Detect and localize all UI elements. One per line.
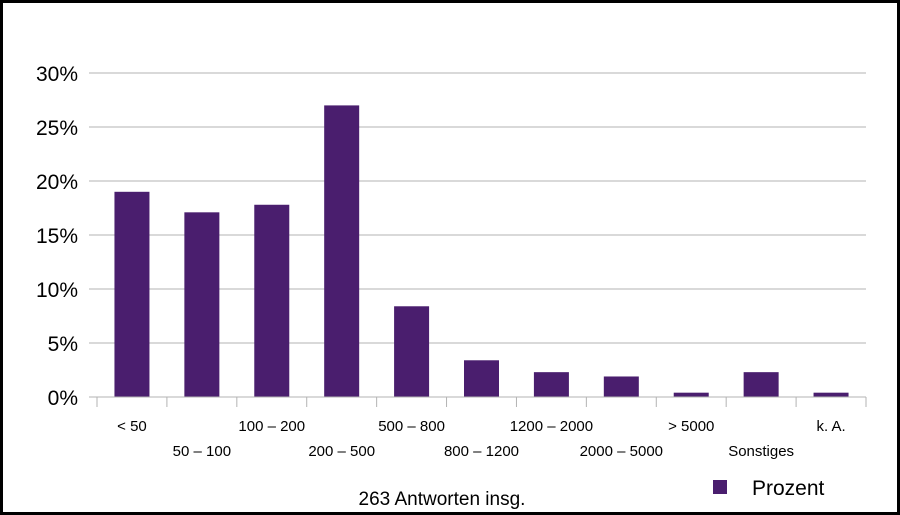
y-tick-label: 30% (36, 63, 78, 86)
x-tick-label: 1200 – 2000 (510, 418, 593, 435)
legend-label: Prozent (752, 477, 825, 500)
y-tick-label: 20% (36, 171, 78, 194)
y-tick-label: 25% (36, 117, 78, 140)
y-tick-label: 0% (48, 387, 78, 410)
x-tick-label: 50 – 100 (173, 443, 231, 460)
x-tick-label: 800 – 1200 (444, 443, 519, 460)
bar (603, 376, 639, 397)
x-tick-label: k. A. (816, 418, 845, 435)
y-tick-label: 5% (48, 333, 78, 356)
bar (254, 204, 290, 397)
bar (813, 392, 849, 397)
legend-swatch (713, 480, 727, 494)
bar (324, 105, 360, 398)
x-tick-label: < 50 (117, 418, 147, 435)
legend: Prozent (713, 477, 825, 500)
x-tick-label: 100 – 200 (238, 418, 305, 435)
x-axis-label: 263 Antworten insg. (359, 489, 526, 510)
x-tick-label: Sonstiges (728, 443, 794, 460)
bar (743, 372, 779, 397)
x-tick-label: 2000 – 5000 (580, 443, 663, 460)
y-tick-label: 10% (36, 279, 78, 302)
x-tick-label: 500 – 800 (378, 418, 445, 435)
bar (464, 360, 499, 397)
y-tick-label: 15% (36, 225, 78, 248)
bars (114, 105, 849, 398)
x-tick-label: > 5000 (668, 418, 714, 435)
bar (394, 306, 430, 397)
bar (533, 372, 569, 397)
y-axis-ticks: 0% 5% 10% 15% 20% 25% 30% (36, 63, 78, 410)
x-tick-label: 200 – 500 (308, 443, 375, 460)
bar (184, 212, 220, 397)
bar (673, 392, 709, 397)
x-axis (96, 396, 867, 407)
bar (114, 191, 150, 397)
